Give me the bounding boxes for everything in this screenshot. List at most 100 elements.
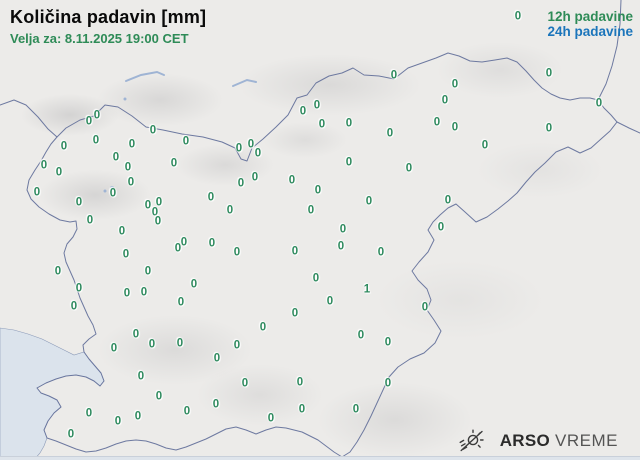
page-title: Količina padavin [mm] [10, 7, 207, 27]
arso-vreme-logo[interactable]: ARSO VREME [458, 429, 618, 453]
station-value: 0 [390, 69, 398, 82]
station-value: 0 [318, 118, 326, 131]
station-value: 0 [140, 286, 148, 299]
border-italy-austria [0, 99, 58, 138]
station-value: 0 [207, 191, 215, 204]
station-value: 0 [291, 307, 299, 320]
sun-weather-icon [459, 429, 484, 452]
station-value: 0 [137, 370, 145, 383]
station-value: 0 [67, 428, 75, 441]
station-value: 0 [237, 177, 245, 190]
station-value: 0 [298, 403, 306, 416]
station-value: 0 [377, 246, 385, 259]
station-value: 0 [208, 237, 216, 250]
station-value: 0 [118, 225, 126, 238]
station-value: 0 [75, 196, 83, 209]
station-value: 0 [545, 67, 553, 80]
station-value: 0 [123, 287, 131, 300]
station-value: 0 [151, 206, 159, 219]
station-value: 0 [595, 97, 603, 110]
station-value: 0 [386, 127, 394, 140]
station-value: 0 [312, 272, 320, 285]
station-value: 0 [451, 121, 459, 134]
station-value: 0 [254, 147, 262, 160]
station-value: 0 [384, 336, 392, 349]
station-value: 0 [55, 166, 63, 179]
station-value: 0 [93, 109, 101, 122]
station-value: 0 [183, 405, 191, 418]
toggle-12h-padavine[interactable]: 12h padavine [547, 9, 633, 24]
station-value: 0 [127, 176, 135, 189]
station-value: 0 [174, 242, 182, 255]
station-value: 0 [384, 377, 392, 390]
station-value: 0 [40, 159, 48, 172]
lake [123, 97, 127, 101]
station-value: 0 [451, 78, 459, 91]
station-value: 0 [114, 415, 122, 428]
station-value: 0 [247, 138, 255, 151]
border-austria-hungary [597, 0, 622, 101]
station-value: 0 [180, 236, 188, 249]
station-value: 0 [148, 338, 156, 351]
station-value: 0 [233, 246, 241, 259]
station-value: 0 [352, 403, 360, 416]
logo-text-vreme: VREME [555, 431, 618, 450]
station-value: 0 [85, 115, 93, 128]
station-value: 0 [313, 99, 321, 112]
station-value: 0 [92, 134, 100, 147]
station-value: 0 [288, 174, 296, 187]
station-value: 0 [190, 278, 198, 291]
station-value: 0 [75, 282, 83, 295]
slovenia-border [26, 52, 618, 458]
station-value: 0 [86, 214, 94, 227]
station-value: 0 [345, 156, 353, 169]
station-value: 0 [70, 300, 78, 313]
station-value: 0 [122, 248, 130, 261]
station-value: 0 [54, 265, 62, 278]
station-value: 0 [514, 10, 522, 23]
station-value: 0 [132, 328, 140, 341]
station-value: 0 [339, 223, 347, 236]
station-value: 0 [291, 245, 299, 258]
station-value: 0 [267, 412, 275, 425]
station-value: 0 [345, 117, 353, 130]
toggle-24h-padavine[interactable]: 24h padavine [547, 24, 633, 39]
bottom-edge-bar [0, 456, 640, 460]
lake [110, 186, 114, 190]
lake [125, 70, 165, 82]
station-value: 0 [144, 265, 152, 278]
station-value: 0 [314, 184, 322, 197]
station-value: 0 [110, 342, 118, 355]
station-value: 1 [363, 283, 371, 296]
station-value: 0 [155, 390, 163, 403]
station-value: 0 [444, 194, 452, 207]
map-header: Količina padavin [mm] Velja za: 8.11.202… [10, 7, 206, 46]
station-value: 0 [365, 195, 373, 208]
station-value: 0 [235, 142, 243, 155]
station-value: 0 [441, 94, 449, 107]
station-value: 0 [326, 295, 334, 308]
station-value: 0 [176, 337, 184, 350]
station-value: 0 [481, 139, 489, 152]
station-value: 0 [437, 221, 445, 234]
station-value: 0 [134, 410, 142, 423]
station-value: 0 [251, 171, 259, 184]
station-value: 0 [213, 352, 221, 365]
station-value: 0 [144, 199, 152, 212]
station-value: 0 [233, 339, 241, 352]
map-valid-time: Velja za: 8.11.2025 19:00 CET [10, 31, 189, 46]
station-value: 0 [241, 377, 249, 390]
station-value: 0 [85, 407, 93, 420]
period-toggle-group: 12h padavine 24h padavine [547, 9, 633, 39]
station-value: 0 [307, 204, 315, 217]
station-value: 0 [154, 215, 162, 228]
station-value: 0 [149, 124, 157, 137]
lake [103, 189, 107, 193]
lake [232, 78, 257, 87]
station-value: 0 [124, 161, 132, 174]
station-value: 0 [337, 240, 345, 253]
logo-text-arso: ARSO [499, 431, 551, 450]
border-hungary-croatia [616, 121, 640, 134]
